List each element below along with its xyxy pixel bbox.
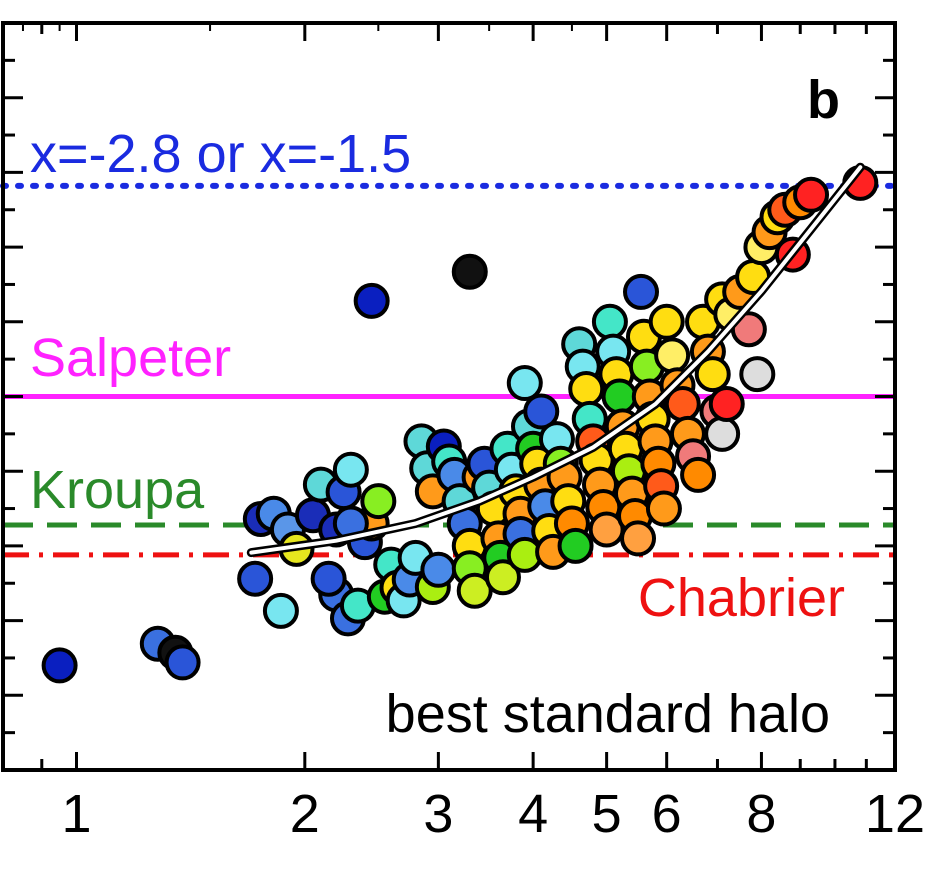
data-point — [568, 371, 605, 408]
data-point — [591, 303, 628, 340]
data-point — [420, 551, 457, 588]
data-point — [620, 520, 657, 557]
data-point — [739, 356, 776, 393]
x-tick-labels: 1 2 3 4 5 6 8 12 — [61, 784, 925, 844]
data-point — [648, 303, 685, 340]
x-tick-label: 1 — [61, 784, 91, 844]
data-point — [654, 337, 691, 374]
data-point — [360, 483, 397, 520]
x-tick-label: 4 — [518, 784, 548, 844]
data-point — [523, 393, 560, 430]
data-point — [601, 378, 638, 415]
data-point — [353, 282, 390, 319]
ref-line-label-salpeter: Salpeter — [30, 328, 231, 388]
x-tick-label: 3 — [423, 784, 453, 844]
x-tick-label: 6 — [652, 784, 682, 844]
data-point — [456, 572, 493, 609]
panel-label: b — [807, 70, 840, 130]
data-point — [237, 560, 274, 597]
x-tick-label: 8 — [746, 784, 776, 844]
x-tick-label: 12 — [865, 784, 925, 844]
x-tick-label: 2 — [290, 784, 320, 844]
ref-line-label-kroupa: Kroupa — [30, 460, 205, 520]
data-point — [680, 456, 717, 493]
data-point — [484, 559, 521, 596]
data-points — [41, 164, 879, 684]
data-point — [506, 365, 543, 402]
data-point — [451, 253, 488, 290]
data-point — [557, 527, 594, 564]
data-point — [41, 647, 78, 684]
annotation-label: best standard halo — [386, 684, 830, 744]
data-point — [793, 176, 830, 213]
ref-line-label-chabrier: Chabrier — [638, 568, 845, 628]
fit-curve — [246, 162, 865, 558]
data-point — [708, 385, 745, 422]
text-labels: b x=-2.8 or x=-1.5 Salpeter Kroupa Chabr… — [30, 70, 845, 744]
ref-line-label-dotted: x=-2.8 or x=-1.5 — [30, 124, 411, 184]
x-tick-label: 5 — [592, 784, 622, 844]
axis-ticks — [3, 21, 897, 772]
fit-curve-line — [249, 165, 863, 555]
data-point — [332, 451, 369, 488]
data-point — [262, 592, 299, 629]
data-point — [623, 273, 660, 310]
data-point — [164, 644, 201, 681]
data-point — [694, 356, 731, 393]
data-point — [704, 415, 741, 452]
data-point — [310, 560, 347, 597]
data-point — [645, 490, 682, 527]
